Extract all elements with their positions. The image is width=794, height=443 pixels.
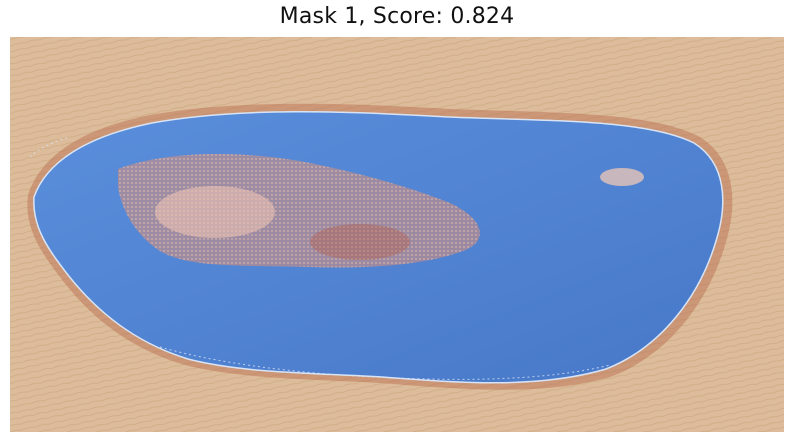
wound-highlight (155, 186, 275, 238)
image-panel (10, 37, 784, 432)
figure-title: Mask 1, Score: 0.824 (279, 4, 515, 29)
segmentation-image (10, 37, 784, 432)
small-spot (600, 168, 644, 186)
